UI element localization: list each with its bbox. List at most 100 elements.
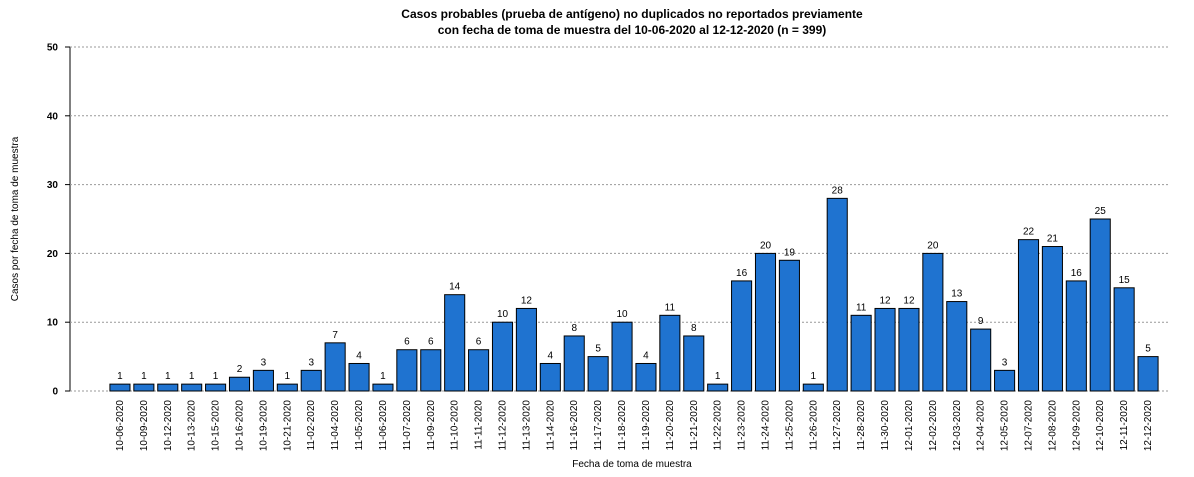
bar	[1041, 246, 1063, 392]
data-label: 3	[308, 357, 314, 368]
data-label: 4	[356, 350, 362, 361]
data-label: 3	[1002, 357, 1008, 368]
bar	[157, 383, 179, 392]
data-label: 14	[449, 282, 461, 293]
bar	[324, 342, 346, 392]
data-label: 12	[903, 295, 915, 306]
bar	[898, 307, 920, 392]
x-tick-label: 11-13-2020	[521, 400, 532, 451]
data-label: 10	[497, 309, 509, 320]
data-label: 10	[616, 309, 628, 320]
data-label: 3	[261, 357, 267, 368]
data-label: 1	[117, 371, 123, 382]
bar	[802, 383, 824, 392]
x-tick-label: 11-02-2020	[306, 400, 317, 451]
x-tick-label: 12-03-2020	[952, 400, 963, 452]
y-tick-label: 10	[47, 318, 59, 329]
x-tick-label: 11-20-2020	[665, 400, 676, 451]
x-tick-label: 12-05-2020	[1000, 400, 1011, 452]
x-tick-label: 11-28-2020	[856, 400, 867, 451]
bar	[181, 383, 203, 392]
y-tick-label: 20	[47, 249, 59, 260]
x-tick-label: 11-24-2020	[761, 400, 772, 451]
x-tick-label: 10-15-2020	[211, 400, 222, 452]
data-label: 12	[879, 295, 891, 306]
data-label: 22	[1023, 227, 1035, 238]
x-tick-label: 11-10-2020	[450, 400, 461, 451]
x-tick-label: 12-12-2020	[1143, 400, 1154, 452]
bar	[109, 383, 131, 392]
bar	[731, 280, 753, 392]
data-label: 2	[237, 364, 243, 375]
data-label: 13	[951, 289, 963, 300]
x-tick-label: 11-27-2020	[832, 400, 843, 451]
x-tick-label: 10-21-2020	[282, 400, 293, 452]
bar	[874, 307, 896, 392]
bar	[946, 301, 968, 392]
x-tick-label: 11-30-2020	[880, 400, 891, 451]
bar	[587, 356, 609, 392]
data-label: 5	[595, 344, 601, 355]
bar	[205, 383, 227, 392]
data-label: 12	[521, 295, 533, 306]
bar	[1089, 218, 1111, 392]
data-label: 11	[856, 302, 867, 313]
bar	[683, 335, 705, 392]
bar	[252, 369, 274, 392]
bar	[1113, 287, 1135, 392]
data-label: 19	[784, 247, 796, 258]
chart-title: Casos probables (prueba de antígeno) no …	[401, 7, 863, 21]
data-label: 16	[736, 268, 748, 279]
bar	[1065, 280, 1087, 392]
x-tick-label: 12-01-2020	[904, 400, 915, 452]
data-label: 6	[476, 337, 482, 348]
data-label: 11	[665, 302, 676, 313]
bar	[922, 252, 944, 392]
bar	[563, 335, 585, 392]
data-label: 20	[927, 240, 939, 251]
data-label: 8	[571, 323, 577, 334]
chart-title: con fecha de toma de muestra del 10-06-2…	[438, 23, 827, 37]
x-tick-label: 10-13-2020	[187, 400, 198, 452]
bar	[778, 259, 800, 392]
bar	[1137, 356, 1159, 392]
bar	[826, 197, 848, 392]
y-axis-label: Casos por fecha de toma de muestra	[10, 136, 21, 301]
data-label: 20	[760, 240, 772, 251]
data-label: 1	[189, 371, 195, 382]
x-tick-label: 11-22-2020	[713, 400, 724, 451]
x-tick-label: 11-05-2020	[354, 400, 365, 451]
bar	[635, 362, 657, 392]
x-tick-label: 10-19-2020	[258, 400, 269, 452]
x-tick-label: 10-06-2020	[115, 400, 126, 452]
bar	[754, 252, 777, 392]
x-tick-label: 11-21-2020	[689, 400, 700, 451]
x-tick-label: 11-09-2020	[426, 400, 437, 451]
x-tick-label: 11-17-2020	[593, 400, 604, 451]
bar	[276, 383, 298, 392]
x-tick-label: 12-10-2020	[1095, 400, 1106, 452]
data-label: 6	[428, 337, 434, 348]
bar	[348, 362, 370, 392]
bar	[515, 307, 537, 392]
x-tick-label: 11-26-2020	[808, 400, 819, 451]
bar	[970, 328, 992, 392]
bar	[228, 376, 251, 392]
data-label: 8	[691, 323, 697, 334]
x-tick-label: 11-04-2020	[330, 400, 341, 451]
x-tick-label: 11-06-2020	[378, 400, 389, 451]
x-tick-label: 10-12-2020	[163, 400, 174, 452]
x-tick-label: 11-19-2020	[641, 400, 652, 451]
bar	[659, 314, 681, 392]
data-label: 28	[832, 185, 844, 196]
bar	[1017, 239, 1040, 392]
x-tick-label: 12-07-2020	[1024, 400, 1035, 452]
data-label: 6	[404, 337, 410, 348]
bar	[707, 383, 729, 392]
data-label: 5	[1145, 344, 1151, 355]
bar	[420, 349, 442, 392]
data-label: 25	[1095, 206, 1107, 217]
y-tick-label: 0	[52, 387, 58, 398]
x-tick-label: 11-18-2020	[617, 400, 628, 451]
x-tick-label: 11-14-2020	[545, 400, 556, 451]
